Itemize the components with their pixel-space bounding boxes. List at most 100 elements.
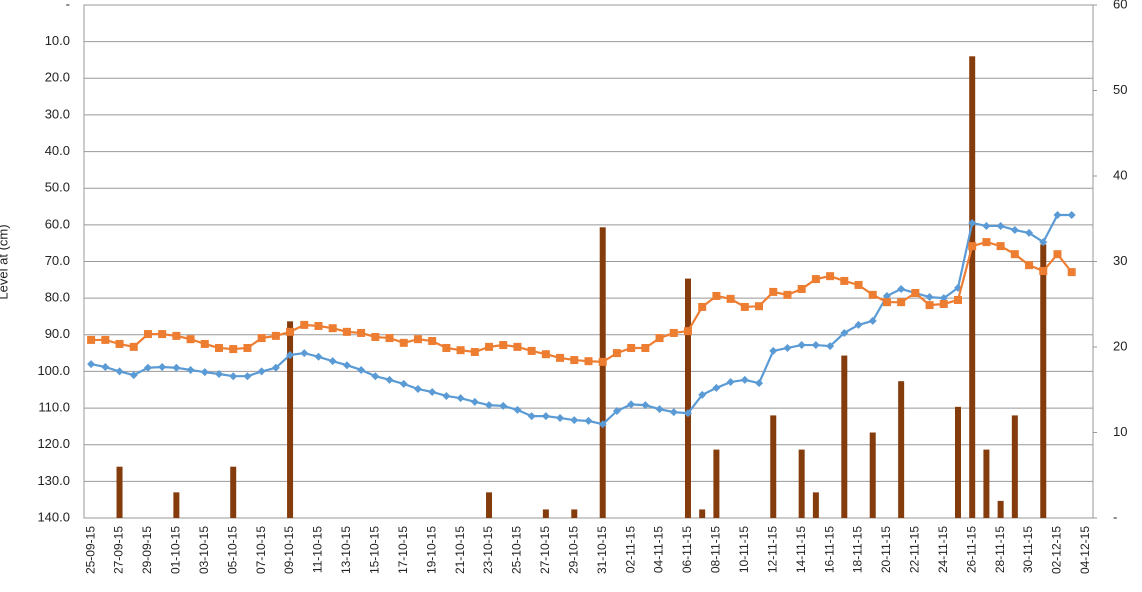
marker bbox=[87, 335, 96, 344]
marker bbox=[229, 345, 238, 354]
marker bbox=[357, 365, 366, 374]
bar bbox=[770, 415, 777, 518]
marker bbox=[939, 300, 948, 309]
marker bbox=[897, 284, 906, 293]
x-tick-label: 09-10-15 bbox=[282, 526, 296, 574]
marker bbox=[399, 379, 408, 388]
bar bbox=[1040, 244, 1047, 518]
y-tick-label: 80.0 bbox=[45, 290, 70, 305]
marker bbox=[1039, 238, 1048, 247]
bar bbox=[983, 449, 990, 518]
x-tick-label: 29-10-15 bbox=[566, 526, 580, 574]
x-tick-label: 23-10-15 bbox=[481, 526, 495, 574]
marker bbox=[527, 346, 536, 355]
bar bbox=[486, 492, 493, 518]
x-tick-label: 27-10-15 bbox=[538, 526, 552, 574]
marker bbox=[158, 363, 167, 372]
marker bbox=[655, 405, 664, 414]
x-tick-label: 14-11-15 bbox=[794, 526, 808, 573]
marker bbox=[641, 401, 650, 410]
marker bbox=[101, 363, 110, 372]
marker bbox=[968, 242, 977, 251]
marker bbox=[399, 338, 408, 347]
marker bbox=[87, 360, 96, 369]
marker bbox=[342, 361, 351, 370]
y2-tick-label: - bbox=[1113, 509, 1117, 524]
marker bbox=[243, 372, 252, 381]
marker bbox=[286, 327, 295, 336]
marker bbox=[172, 331, 181, 340]
marker bbox=[740, 375, 749, 384]
marker bbox=[740, 302, 749, 311]
marker bbox=[868, 316, 877, 325]
marker bbox=[442, 391, 451, 400]
marker bbox=[1039, 267, 1048, 276]
marker bbox=[1053, 210, 1062, 219]
marker bbox=[527, 412, 536, 421]
y2-tick-label: 20 bbox=[1113, 338, 1127, 353]
marker bbox=[726, 378, 735, 387]
marker bbox=[655, 334, 664, 343]
marker bbox=[683, 327, 692, 336]
bar bbox=[954, 406, 961, 518]
marker bbox=[215, 369, 224, 378]
marker bbox=[200, 368, 209, 377]
marker bbox=[1053, 250, 1062, 259]
marker bbox=[612, 407, 621, 416]
bar bbox=[841, 355, 848, 518]
x-tick-label: 01-10-15 bbox=[169, 526, 183, 574]
marker bbox=[556, 413, 565, 422]
y-tick-label: 20.0 bbox=[45, 70, 70, 85]
x-tick-label: 29-09-15 bbox=[140, 526, 154, 574]
x-tick-label: 31-10-15 bbox=[595, 526, 609, 574]
marker bbox=[840, 276, 849, 285]
marker bbox=[300, 320, 309, 329]
x-tick-label: 06-11-15 bbox=[680, 526, 694, 573]
marker bbox=[996, 221, 1005, 230]
marker bbox=[797, 284, 806, 293]
marker bbox=[328, 357, 337, 366]
marker bbox=[200, 339, 209, 348]
marker bbox=[499, 341, 508, 350]
marker bbox=[215, 343, 224, 352]
bar bbox=[571, 509, 578, 518]
line bbox=[90, 213, 1072, 426]
marker bbox=[612, 349, 621, 358]
marker bbox=[442, 343, 451, 352]
bar bbox=[116, 466, 123, 518]
marker bbox=[115, 339, 124, 348]
marker bbox=[129, 342, 138, 351]
marker bbox=[485, 342, 494, 351]
marker bbox=[627, 400, 636, 409]
marker bbox=[641, 343, 650, 352]
bar bbox=[699, 509, 706, 518]
marker bbox=[314, 352, 323, 361]
marker bbox=[428, 337, 437, 346]
y2-tick-label: 60 bbox=[1113, 0, 1127, 11]
y-tick-label: 90.0 bbox=[45, 326, 70, 341]
marker bbox=[911, 289, 920, 298]
x-tick-label: 11-10-15 bbox=[311, 526, 325, 573]
marker bbox=[769, 346, 778, 355]
bar bbox=[798, 449, 805, 518]
marker bbox=[1010, 225, 1019, 234]
marker bbox=[385, 375, 394, 384]
x-tick-label: 08-11-15 bbox=[709, 526, 723, 573]
bar bbox=[969, 56, 976, 519]
marker bbox=[271, 363, 280, 372]
marker bbox=[1025, 261, 1034, 270]
marker bbox=[1067, 210, 1076, 219]
x-tick-label: 05-10-15 bbox=[225, 526, 239, 574]
marker bbox=[882, 298, 891, 307]
x-tick-label: 21-10-15 bbox=[453, 526, 467, 574]
marker bbox=[598, 420, 607, 429]
marker bbox=[314, 321, 323, 330]
bar bbox=[542, 509, 549, 518]
y-tick-label: 50.0 bbox=[45, 180, 70, 195]
marker bbox=[129, 371, 138, 380]
marker bbox=[769, 287, 778, 296]
y-tick-label: 100.0 bbox=[37, 363, 70, 378]
marker bbox=[186, 335, 195, 344]
marker bbox=[783, 343, 792, 352]
